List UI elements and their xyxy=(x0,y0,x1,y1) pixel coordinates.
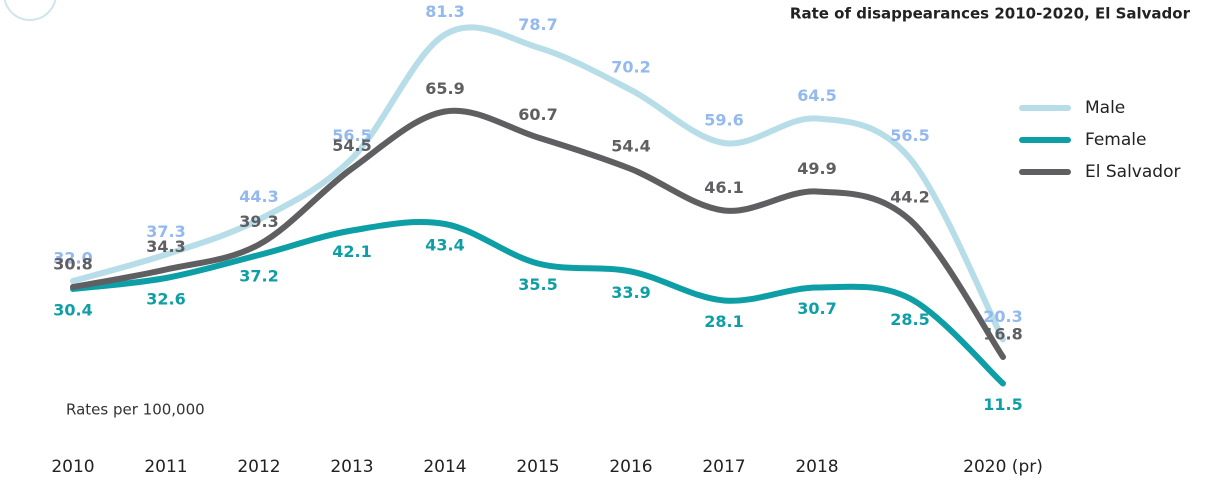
data-label: 44.2 xyxy=(890,188,929,207)
data-label: 78.7 xyxy=(518,15,557,34)
data-label: 34.3 xyxy=(146,237,185,256)
x-tick-label: 2017 xyxy=(702,457,745,477)
data-label: 28.5 xyxy=(890,310,929,329)
data-label: 70.2 xyxy=(611,58,650,77)
series-line xyxy=(70,107,1006,360)
data-label: 33.9 xyxy=(611,283,650,302)
data-label: 20.3 xyxy=(983,307,1022,326)
data-label: 46.1 xyxy=(704,178,743,197)
data-label: 65.9 xyxy=(425,79,464,98)
x-tick-label: 2011 xyxy=(144,457,187,477)
decoration xyxy=(3,0,57,21)
data-label: 43.4 xyxy=(425,236,464,255)
series-line xyxy=(70,219,1006,387)
data-label: 42.1 xyxy=(332,242,371,261)
x-tick-label: 2012 xyxy=(237,457,280,477)
x-tick-label: 2013 xyxy=(330,457,373,477)
x-tick-label: 2014 xyxy=(423,457,466,477)
data-label: 54.5 xyxy=(332,136,371,155)
data-label: 37.3 xyxy=(146,222,185,241)
data-label: 32.6 xyxy=(146,290,185,309)
data-label: 54.4 xyxy=(611,137,650,156)
data-label: 35.5 xyxy=(518,275,557,294)
data-label: 44.3 xyxy=(239,187,278,206)
chart-title: Rate of disappearances 2010-2020, El Sal… xyxy=(790,5,1191,23)
x-tick-label: 2020 (pr) xyxy=(963,457,1043,477)
data-label: 30.4 xyxy=(53,301,92,320)
data-label: 32.0 xyxy=(53,249,92,268)
data-label: 49.9 xyxy=(797,159,836,178)
data-label: 39.3 xyxy=(239,212,278,231)
legend-label: Male xyxy=(1085,98,1125,118)
x-tick-label: 2015 xyxy=(516,457,559,477)
data-label: 56.5 xyxy=(890,126,929,145)
data-label: 81.3 xyxy=(425,2,464,21)
series-line xyxy=(70,24,1006,343)
data-label: 28.1 xyxy=(704,312,743,331)
x-tick-label: 2018 xyxy=(795,457,838,477)
data-label: 30.8 xyxy=(53,255,92,274)
x-tick-label: 2016 xyxy=(609,457,652,477)
data-label: 30.7 xyxy=(797,299,836,318)
data-label: 60.7 xyxy=(518,105,557,124)
x-tick-label: 2010 xyxy=(51,457,94,477)
legend-label: Female xyxy=(1085,130,1146,150)
data-label: 16.8 xyxy=(983,325,1022,344)
data-label: 37.2 xyxy=(239,267,278,286)
data-label: 64.5 xyxy=(797,86,836,105)
data-label: 59.6 xyxy=(704,111,743,130)
data-label: 11.5 xyxy=(983,395,1022,414)
data-label: 56.5 xyxy=(332,126,371,145)
legend-label: El Salvador xyxy=(1085,162,1180,182)
subtitle: Rates per 100,000 xyxy=(66,401,205,419)
